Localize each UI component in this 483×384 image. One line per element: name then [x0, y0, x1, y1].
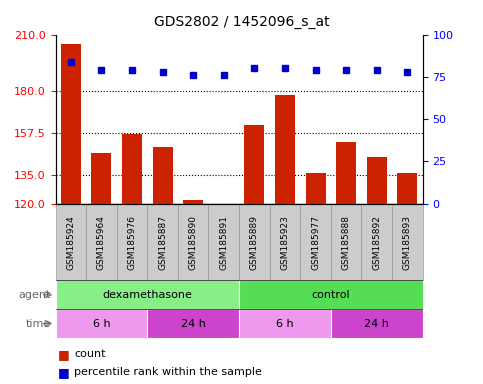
Text: GSM185889: GSM185889: [250, 215, 259, 270]
Text: GSM185964: GSM185964: [97, 215, 106, 270]
Bar: [275, 94, 295, 204]
Bar: [56, 280, 239, 309]
Bar: [239, 204, 270, 280]
Text: 24 h: 24 h: [181, 318, 206, 329]
Bar: [270, 204, 300, 280]
Text: dexamethasone: dexamethasone: [102, 290, 192, 300]
Bar: [392, 204, 423, 280]
Bar: [117, 204, 147, 280]
Bar: [306, 174, 326, 204]
Text: control: control: [312, 290, 350, 300]
Bar: [178, 204, 209, 280]
Text: time: time: [26, 318, 51, 329]
Bar: [331, 309, 423, 338]
Bar: [300, 204, 331, 280]
Bar: [183, 200, 203, 204]
Text: GSM185977: GSM185977: [311, 215, 320, 270]
Bar: [86, 204, 117, 280]
Text: GSM185891: GSM185891: [219, 215, 228, 270]
Text: GSM185887: GSM185887: [158, 215, 167, 270]
Bar: [122, 134, 142, 204]
Bar: [56, 204, 86, 280]
Text: ■: ■: [58, 348, 70, 361]
Bar: [56, 309, 147, 338]
Text: GSM185892: GSM185892: [372, 215, 381, 270]
Bar: [367, 157, 387, 204]
Text: agent: agent: [18, 290, 51, 300]
Text: GSM185976: GSM185976: [128, 215, 137, 270]
Bar: [91, 153, 112, 204]
Text: 24 h: 24 h: [364, 318, 389, 329]
Text: GDS2802 / 1452096_s_at: GDS2802 / 1452096_s_at: [154, 15, 329, 29]
Bar: [331, 204, 361, 280]
Text: 6 h: 6 h: [93, 318, 110, 329]
Text: GSM185888: GSM185888: [341, 215, 351, 270]
Text: GSM185924: GSM185924: [66, 215, 75, 270]
Bar: [244, 125, 264, 204]
Bar: [153, 147, 172, 204]
Bar: [361, 204, 392, 280]
Bar: [398, 174, 417, 204]
Text: GSM185923: GSM185923: [281, 215, 289, 270]
Text: count: count: [74, 349, 105, 359]
Text: ■: ■: [58, 366, 70, 379]
Text: GSM185890: GSM185890: [189, 215, 198, 270]
Text: 6 h: 6 h: [276, 318, 294, 329]
Bar: [209, 204, 239, 280]
Text: GSM185893: GSM185893: [403, 215, 412, 270]
Text: percentile rank within the sample: percentile rank within the sample: [74, 367, 262, 377]
Bar: [61, 44, 81, 204]
Bar: [239, 309, 331, 338]
Bar: [239, 280, 423, 309]
Bar: [147, 204, 178, 280]
Bar: [147, 309, 239, 338]
Bar: [336, 142, 356, 204]
